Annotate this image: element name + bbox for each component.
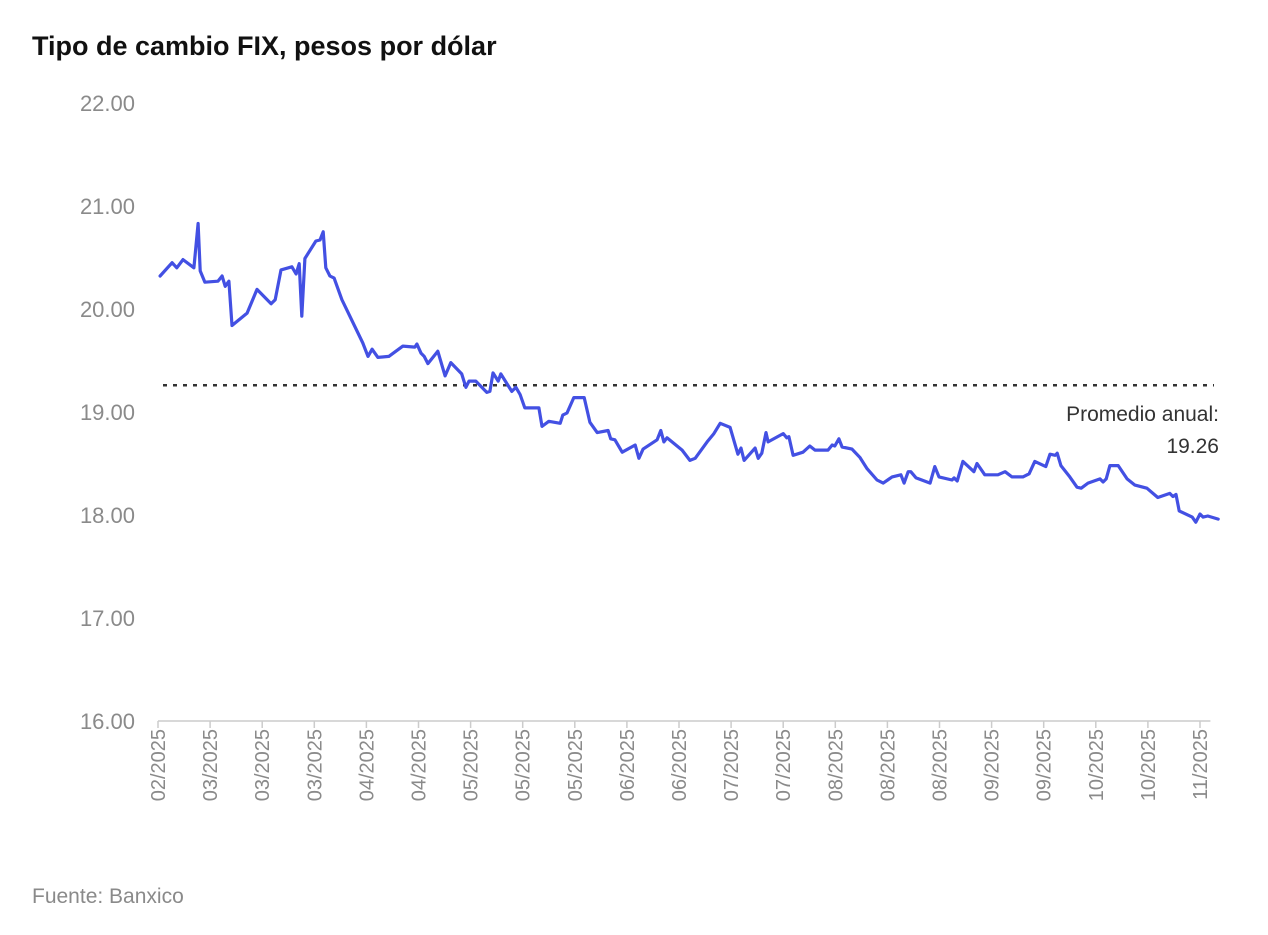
x-tick-label: 03/2025 [304, 729, 326, 801]
y-tick-label: 20.00 [80, 297, 135, 322]
x-tick-label: 06/2025 [617, 729, 639, 801]
x-tick-label: 04/2025 [356, 729, 378, 801]
chart-title: Tipo de cambio FIX, pesos por dólar [32, 31, 497, 61]
x-tick-label: 09/2025 [1034, 729, 1056, 801]
x-tick-label: 10/2025 [1138, 729, 1160, 801]
x-tick-label: 07/2025 [721, 729, 743, 801]
y-tick-label: 16.00 [80, 709, 135, 734]
y-tick-label: 21.00 [80, 194, 135, 219]
y-axis: 16.00 17.00 18.00 19.00 20.00 21.00 22.00 [80, 91, 135, 734]
x-tick-label: 08/2025 [930, 729, 952, 801]
x-tick-label: 03/2025 [200, 729, 222, 801]
x-tick-label: 05/2025 [461, 729, 483, 801]
x-tick-label: 03/2025 [252, 729, 274, 801]
x-tick-label: 11/2025 [1190, 729, 1212, 800]
x-tick-label: 09/2025 [982, 729, 1004, 801]
series-group [158, 221, 1220, 524]
y-tick-label: 17.00 [80, 606, 135, 631]
y-tick-label: 22.00 [80, 91, 135, 116]
x-tick-label: 04/2025 [409, 729, 431, 801]
x-tick-label: 05/2025 [513, 729, 535, 801]
x-axis: 02/2025 03/2025 03/2025 03/2025 04/2025 04/20… [148, 720, 1212, 801]
source-note: Fuente: Banxico [32, 885, 184, 908]
x-tick-label: 07/2025 [773, 729, 795, 801]
y-tick-label: 18.00 [80, 503, 135, 528]
x-tick-label: 06/2025 [669, 729, 691, 801]
x-tick-label: 05/2025 [565, 729, 587, 801]
x-tick-label: 02/2025 [148, 729, 170, 801]
x-tick-label: 08/2025 [877, 729, 899, 801]
average-value-label: 19.26 [1166, 435, 1219, 458]
average-label: Promedio anual: [1066, 403, 1219, 426]
x-tick-label: 10/2025 [1086, 729, 1108, 801]
x-tick-label: 08/2025 [825, 729, 847, 801]
fix-rate-line [158, 221, 1220, 524]
y-tick-label: 19.00 [80, 400, 135, 425]
